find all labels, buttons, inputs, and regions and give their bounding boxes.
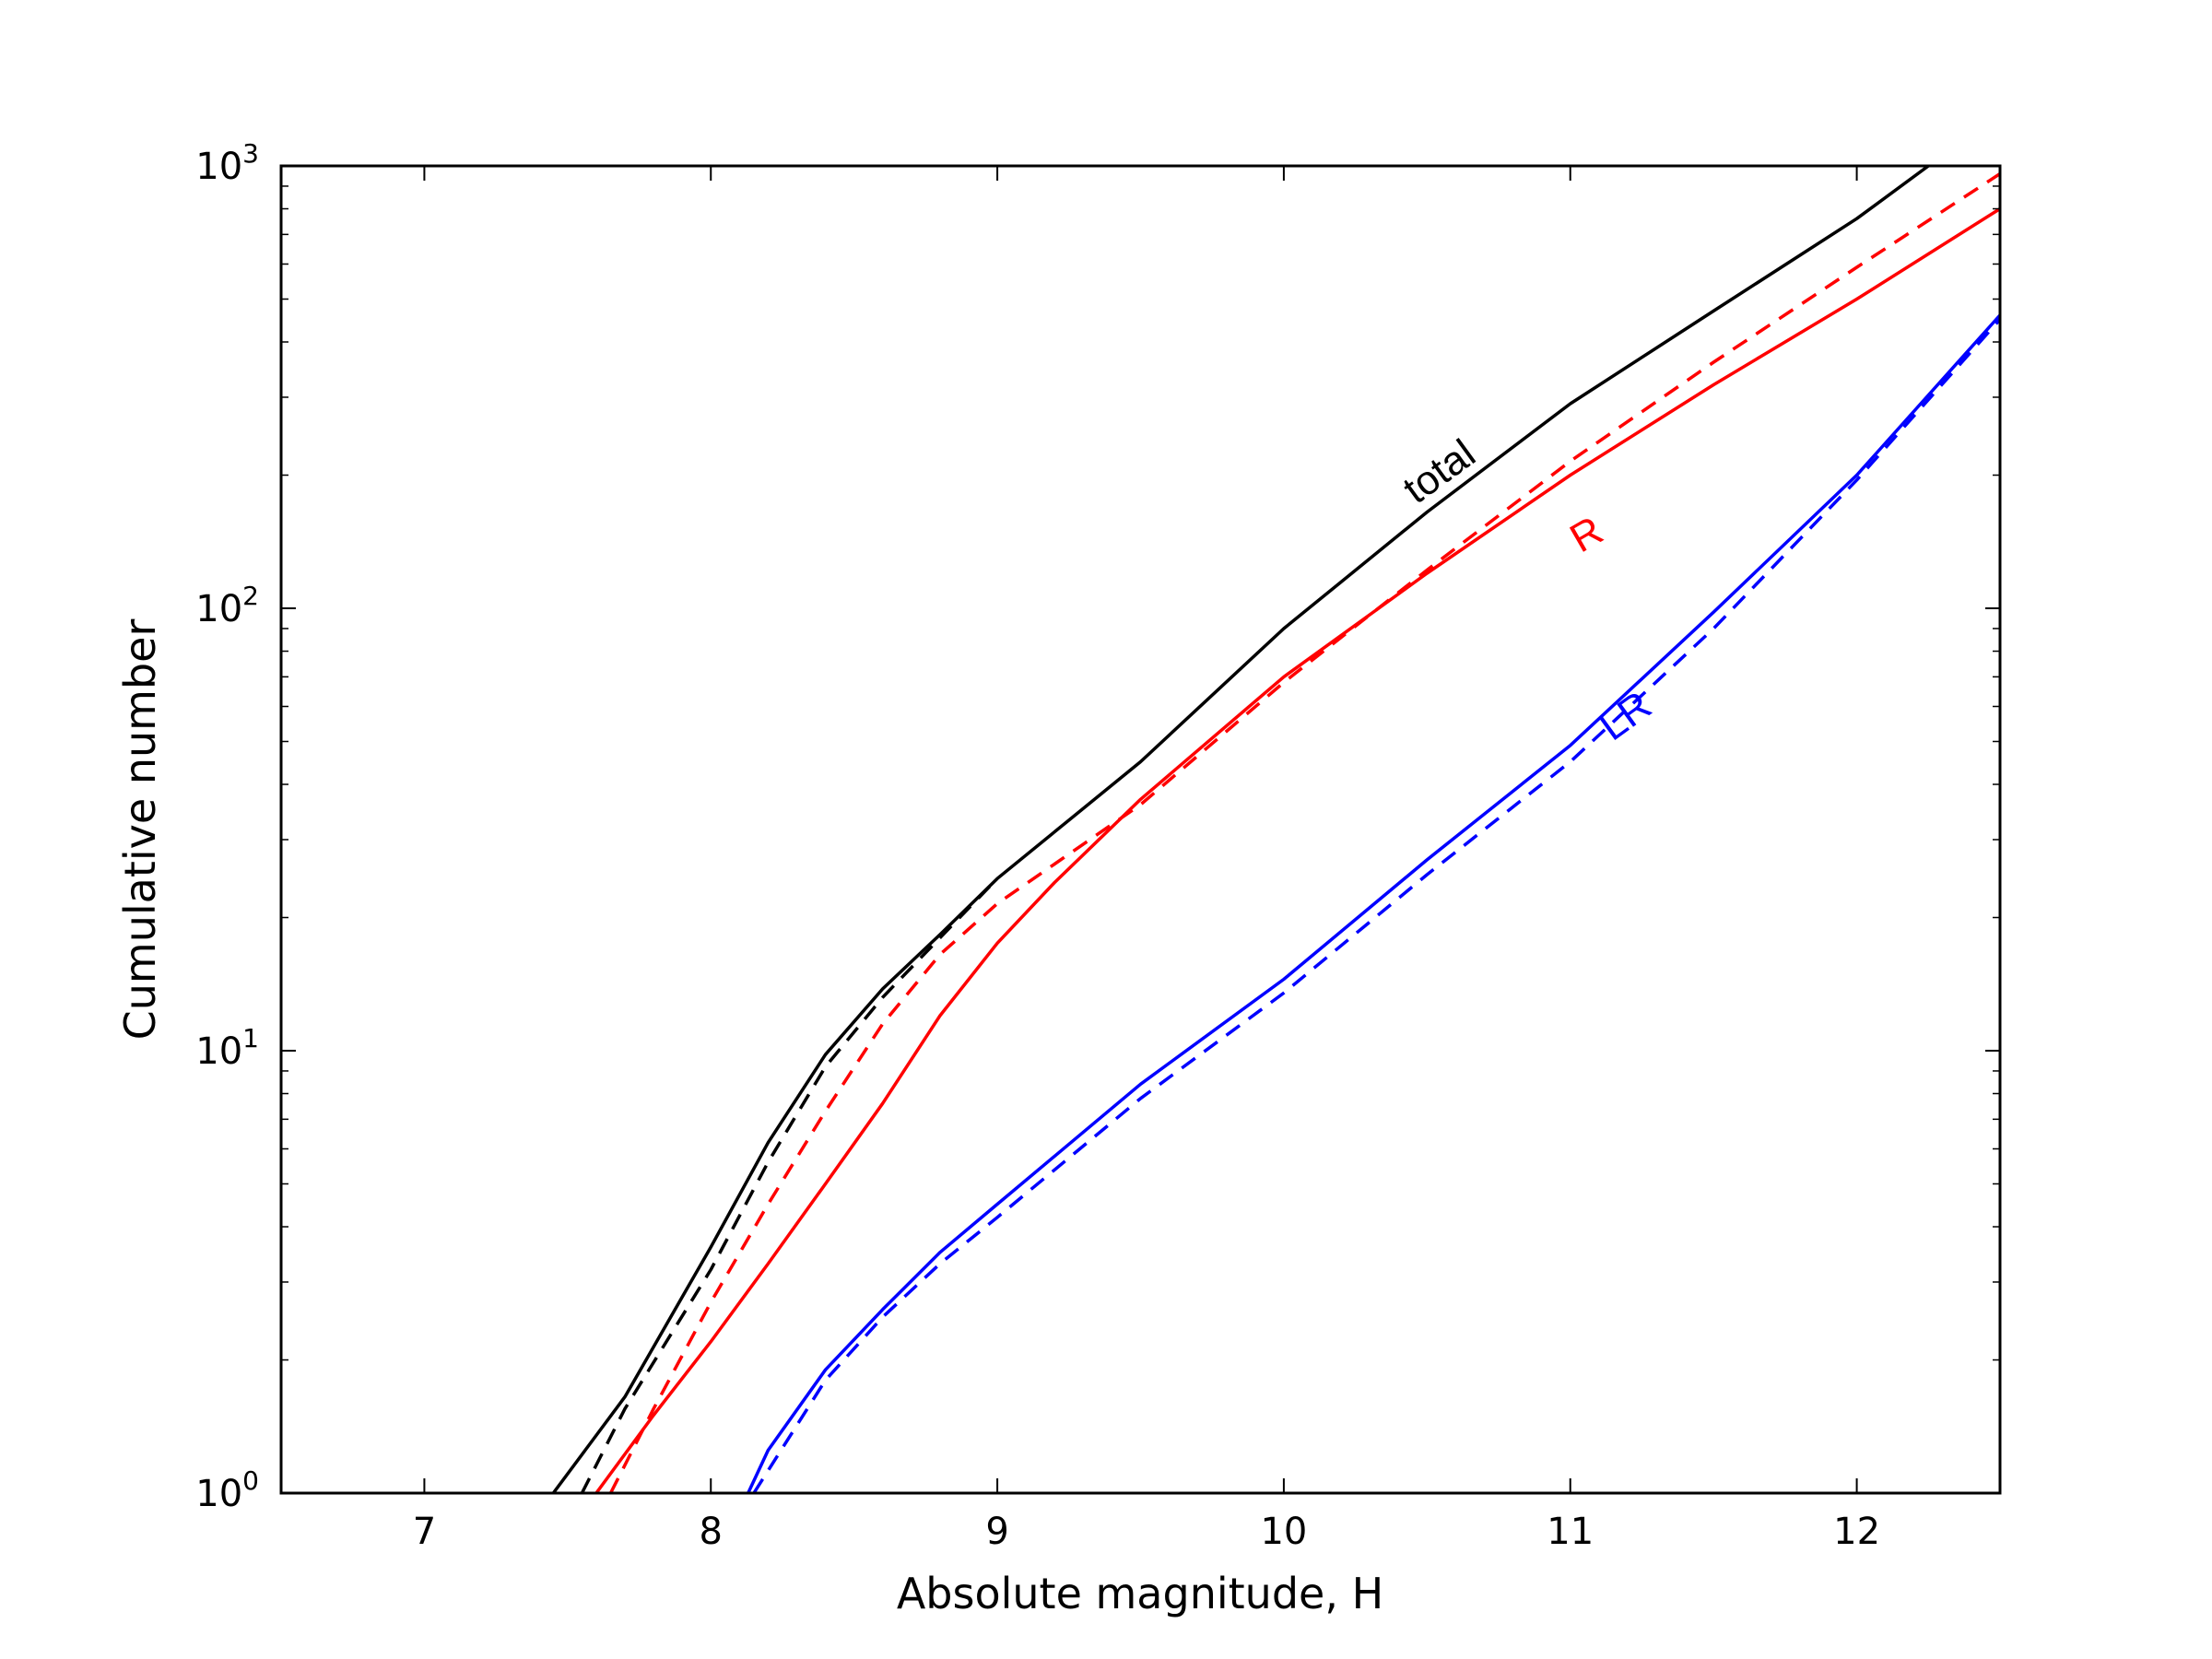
label-layer: total R LR [1395,431,1660,750]
y-tick-base: 10 [195,1473,242,1515]
x-tick-label: 8 [700,1511,723,1553]
y-axis-label: Cumulative number [115,619,165,1041]
y-tick-base: 10 [195,146,242,188]
series-dashed-line [752,318,2000,1493]
y-tick-exponent: 2 [242,581,259,611]
x-tick-label: 11 [1547,1511,1594,1553]
y-tick-exponent: 3 [242,138,259,169]
y-tick-label: 102 [195,581,259,630]
series-label-lr: LR [1591,683,1659,750]
y-tick-base: 10 [195,1030,242,1073]
plot-frame [279,164,2002,1495]
x-tick-label: 7 [413,1511,436,1553]
y-tick-label: 101 [195,1023,259,1073]
y-tick-label: 100 [195,1465,259,1515]
series-layer [551,166,2000,1493]
series-dashed-line [580,877,999,1493]
series-label-r: R [1562,508,1610,561]
lr-solid-line [747,313,2000,1493]
x-tick-label: 9 [985,1511,1008,1553]
series-dashed-line [608,172,2000,1493]
r-solid-line [594,207,2000,1493]
y-tick-exponent: 1 [242,1023,259,1053]
total-solid-line [551,166,1930,1493]
x-tick-label: 10 [1260,1511,1307,1553]
x-tick-label: 12 [1833,1511,1880,1553]
y-tick-exponent: 0 [242,1465,259,1496]
x-axis-label: Absolute magnitude, H [897,1569,1383,1618]
series-label-total: total [1395,431,1484,513]
y-tick-label: 103 [195,138,259,188]
y-tick-base: 10 [195,588,242,630]
